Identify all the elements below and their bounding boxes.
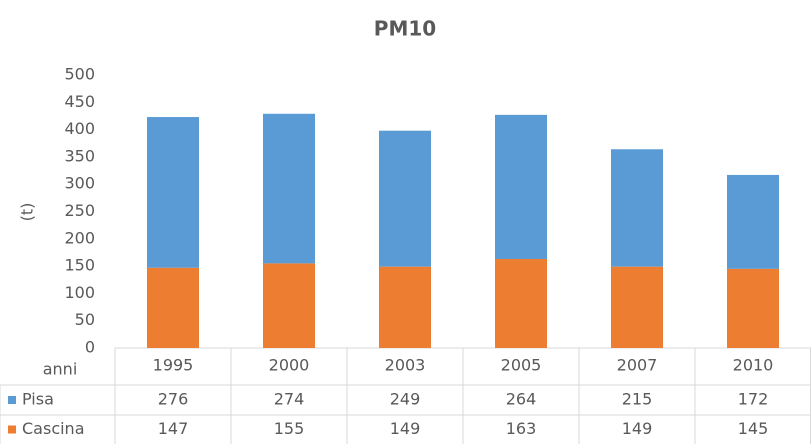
bar-segment: [263, 263, 315, 348]
table-header: anni: [43, 360, 78, 379]
y-tick-label: 400: [64, 119, 95, 138]
table-value: 145: [738, 419, 769, 438]
chart-title: PM10: [374, 17, 436, 41]
bar-segment: [379, 266, 431, 348]
table-value: 215: [622, 390, 653, 409]
x-tick-label: 2007: [617, 356, 658, 375]
x-tick-label: 2005: [501, 356, 542, 375]
y-axis-label: (t): [18, 203, 37, 222]
table-value: 147: [158, 419, 189, 438]
x-tick-label: 2010: [733, 356, 774, 375]
table-value: 172: [738, 390, 769, 409]
y-tick-label: 350: [64, 146, 95, 165]
bar-segment: [611, 266, 663, 348]
bar-segment: [379, 130, 431, 267]
x-tick-label: 2003: [385, 356, 426, 375]
legend-label: Cascina: [22, 419, 85, 438]
bar-segment: [147, 267, 199, 348]
bar-segment: [263, 113, 315, 264]
x-tick-label: 1995: [153, 356, 194, 375]
y-tick-label: 100: [64, 283, 95, 302]
bar-segment: [727, 174, 779, 269]
y-tick-label: 500: [64, 65, 95, 84]
table-value: 163: [506, 419, 537, 438]
y-tick-label: 200: [64, 228, 95, 247]
table-value: 264: [506, 390, 537, 409]
bar-segment: [147, 117, 199, 268]
table-value: 149: [390, 419, 421, 438]
bar-segment: [727, 268, 779, 348]
bar-segment: [495, 259, 547, 348]
table-value: 274: [274, 390, 305, 409]
bar-segment: [495, 114, 547, 260]
y-tick-label: 50: [75, 310, 95, 329]
y-tick-label: 150: [64, 256, 95, 275]
table-value: 155: [274, 419, 305, 438]
legend-label: Pisa: [22, 390, 54, 409]
table-value: 249: [390, 390, 421, 409]
bar-segment: [611, 149, 663, 267]
legend-swatch: [8, 425, 16, 434]
legend-swatch: [8, 396, 16, 404]
y-tick-label: 0: [85, 338, 95, 357]
y-tick-label: 450: [64, 92, 95, 111]
y-tick-label: 300: [64, 174, 95, 193]
table-value: 149: [622, 419, 653, 438]
y-tick-label: 250: [64, 201, 95, 220]
x-tick-label: 2000: [269, 356, 310, 375]
table-value: 276: [158, 390, 189, 409]
